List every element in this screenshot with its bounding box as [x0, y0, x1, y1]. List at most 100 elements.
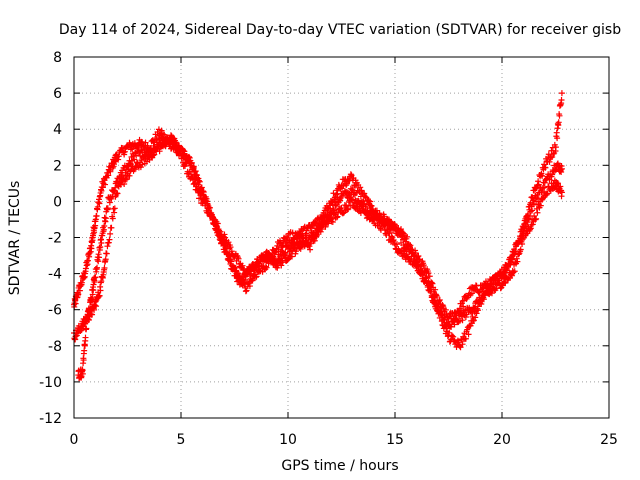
x-tick-label: 5	[177, 432, 186, 448]
data-point	[534, 209, 541, 216]
data-point	[228, 248, 235, 255]
y-tick-label: 4	[53, 122, 62, 138]
data-point	[193, 171, 200, 178]
data-point	[319, 226, 326, 233]
data-point	[558, 96, 565, 103]
data-series	[71, 90, 565, 382]
data-point	[408, 246, 415, 253]
data-point	[517, 235, 524, 242]
data-point	[214, 223, 221, 230]
data-point	[289, 253, 296, 260]
data-point	[242, 273, 249, 280]
data-point	[313, 232, 320, 239]
data-point	[549, 154, 556, 161]
data-point	[505, 264, 512, 271]
data-point	[211, 216, 218, 223]
data-point	[234, 252, 241, 259]
y-tick-label: 2	[53, 158, 62, 174]
data-point	[432, 303, 439, 310]
data-point	[478, 292, 485, 299]
data-point	[279, 242, 286, 249]
data-point	[549, 185, 556, 192]
data-point	[225, 239, 232, 246]
data-point	[75, 291, 82, 298]
data-point	[426, 273, 433, 280]
data-point	[509, 256, 516, 263]
data-point	[459, 341, 466, 348]
data-point	[394, 241, 401, 248]
data-point	[307, 246, 314, 253]
data-point	[474, 307, 481, 314]
data-point	[119, 172, 126, 179]
data-point	[337, 205, 344, 212]
data-point	[432, 299, 439, 306]
data-point	[172, 139, 179, 146]
data-point	[109, 193, 116, 200]
data-point	[142, 139, 149, 146]
data-point	[456, 317, 463, 324]
data-point	[340, 183, 347, 190]
data-point	[96, 292, 103, 299]
data-point	[106, 236, 113, 243]
data-point	[159, 143, 166, 150]
data-point	[290, 235, 297, 242]
data-point	[127, 146, 134, 153]
data-point	[102, 256, 109, 263]
data-point	[444, 314, 451, 321]
data-point	[227, 244, 234, 251]
data-point	[334, 190, 341, 197]
data-point	[343, 180, 350, 187]
data-point	[97, 244, 104, 251]
data-point	[101, 223, 108, 230]
data-point	[448, 323, 455, 330]
data-point	[115, 180, 122, 187]
data-point	[304, 239, 311, 246]
data-point	[535, 178, 542, 185]
data-point	[79, 370, 86, 377]
data-point	[235, 255, 242, 262]
data-point	[353, 203, 360, 210]
data-point	[462, 313, 469, 320]
data-point	[388, 233, 395, 240]
data-point	[264, 257, 271, 264]
data-point	[404, 233, 411, 240]
data-point	[429, 297, 436, 304]
data-point	[492, 280, 499, 287]
data-point	[515, 239, 522, 246]
data-point	[186, 153, 193, 160]
y-axis-label: SDTVAR / TECUs	[7, 181, 23, 296]
data-point	[549, 171, 556, 178]
data-point	[121, 148, 128, 155]
data-point	[97, 287, 104, 294]
data-point	[82, 334, 89, 341]
data-point	[234, 278, 241, 285]
data-point	[104, 243, 111, 250]
data-point	[98, 240, 105, 247]
data-point	[110, 205, 117, 212]
data-point	[472, 314, 479, 321]
x-tick-label: 10	[279, 432, 297, 448]
data-point	[514, 258, 521, 265]
data-point	[406, 243, 413, 250]
data-point	[431, 293, 438, 300]
data-point	[407, 242, 414, 249]
data-point	[233, 270, 240, 277]
data-point	[553, 129, 560, 136]
data-point	[121, 180, 128, 187]
data-point	[171, 135, 178, 142]
data-point	[351, 204, 358, 211]
data-point	[423, 274, 430, 281]
data-point	[527, 226, 534, 233]
data-point	[453, 315, 460, 322]
data-point	[425, 270, 432, 277]
data-point	[301, 241, 308, 248]
data-point	[90, 287, 97, 294]
data-point	[341, 202, 348, 209]
data-point	[329, 218, 336, 225]
data-point	[291, 236, 298, 243]
chart-title: Day 114 of 2024, Sidereal Day-to-day VTE…	[59, 22, 621, 38]
data-point	[390, 236, 397, 243]
data-point	[138, 157, 145, 164]
data-point	[321, 214, 328, 221]
